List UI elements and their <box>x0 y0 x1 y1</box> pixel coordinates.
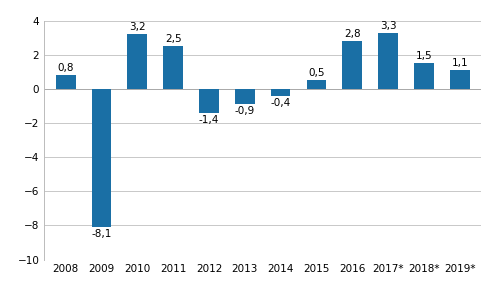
Text: -1,4: -1,4 <box>199 115 219 125</box>
Bar <box>271 89 291 96</box>
Text: 3,3: 3,3 <box>380 21 396 31</box>
Text: 1,1: 1,1 <box>451 58 468 68</box>
Bar <box>92 89 111 227</box>
Text: 0,8: 0,8 <box>57 63 74 73</box>
Bar <box>342 41 362 89</box>
Text: -0,9: -0,9 <box>235 106 255 116</box>
Bar <box>199 89 219 113</box>
Text: 1,5: 1,5 <box>415 51 432 61</box>
Text: 2,8: 2,8 <box>344 29 360 39</box>
Bar <box>450 70 469 89</box>
Bar <box>306 81 326 89</box>
Text: 2,5: 2,5 <box>165 34 182 44</box>
Bar <box>235 89 255 104</box>
Text: 3,2: 3,2 <box>129 22 146 32</box>
Text: 0,5: 0,5 <box>308 68 325 78</box>
Bar <box>56 75 76 89</box>
Bar <box>164 46 183 89</box>
Text: -8,1: -8,1 <box>91 229 111 239</box>
Bar <box>414 63 434 89</box>
Text: -0,4: -0,4 <box>271 98 291 108</box>
Bar <box>128 34 147 89</box>
Bar <box>378 33 398 89</box>
